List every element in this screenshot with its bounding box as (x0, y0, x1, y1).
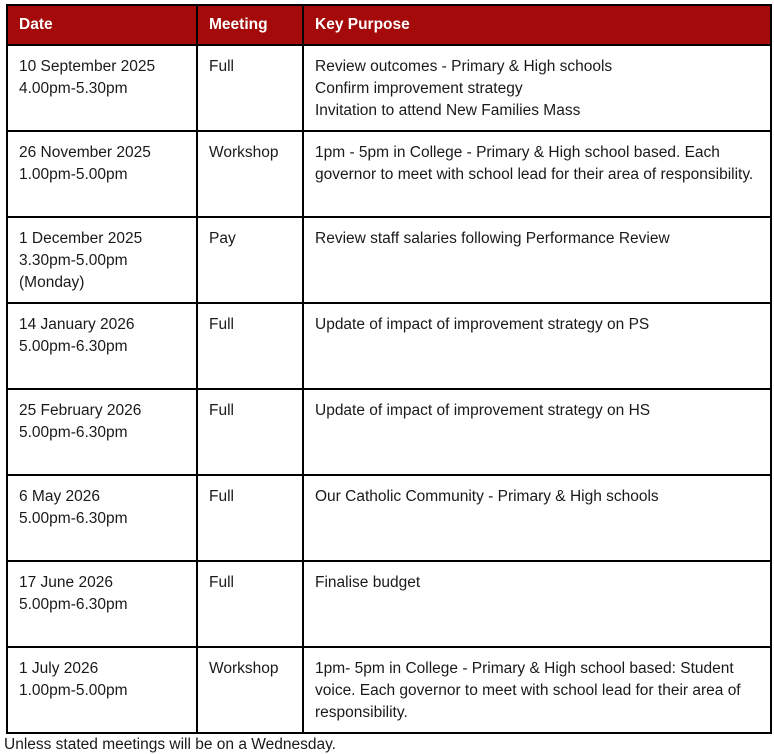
date-line: 1 December 2025 (19, 230, 143, 247)
date-line: 26 November 2025 (19, 144, 151, 161)
date-line: 14 January 2026 (19, 316, 135, 333)
purpose-line: Review outcomes - Primary & High schools (315, 58, 613, 75)
table-row: 17 June 2026 5.00pm-6.30pm Full Finalise … (6, 560, 772, 648)
purpose-cell: Finalise budget (302, 560, 772, 648)
purpose-line: Invitation to attend New Families Mass (315, 102, 581, 119)
meeting-cell: Full (196, 44, 304, 132)
date-line: 5.00pm-6.30pm (19, 424, 128, 441)
table-header-row: Date Meeting Key Purpose (6, 4, 772, 46)
date-cell: 17 June 2026 5.00pm-6.30pm (6, 560, 198, 648)
purpose-line: Update of impact of improvement strategy… (315, 316, 650, 333)
purpose-line: Update of impact of improvement strategy… (315, 402, 651, 419)
date-cell: 1 July 2026 1.00pm-5.00pm (6, 646, 198, 734)
header-meeting: Meeting (196, 4, 304, 46)
meeting-type: Pay (209, 230, 236, 247)
date-line: 25 February 2026 (19, 402, 142, 419)
table-row: 6 May 2026 5.00pm-6.30pm Full Our Catholi… (6, 474, 772, 562)
purpose-cell: Update of impact of improvement strategy… (302, 302, 772, 390)
date-line: 17 June 2026 (19, 574, 113, 591)
meeting-type: Full (209, 316, 234, 333)
meeting-cell: Workshop (196, 646, 304, 734)
footer-note: Unless stated meetings will be on a Wedn… (4, 736, 336, 753)
date-cell: 1 December 2025 3.30pm-5.00pm (Monday) (6, 216, 198, 304)
purpose-cell: 1pm - 5pm in College - Primary & High sc… (302, 130, 772, 218)
purpose-line: 1pm - 5pm in College - Primary & High sc… (315, 144, 754, 183)
meeting-type: Full (209, 402, 234, 419)
date-cell: 26 November 2025 1.00pm-5.00pm (6, 130, 198, 218)
date-cell: 10 September 2025 4.00pm-5.30pm (6, 44, 198, 132)
meeting-cell: Full (196, 560, 304, 648)
meeting-cell: Pay (196, 216, 304, 304)
purpose-cell: Review staff salaries following Performa… (302, 216, 772, 304)
date-line: 3.30pm-5.00pm (19, 252, 128, 269)
meeting-schedule-table: Date Meeting Key Purpose 10 September 20… (6, 4, 772, 734)
purpose-line: Review staff salaries following Performa… (315, 230, 670, 247)
date-line: (Monday) (19, 274, 85, 291)
purpose-line: Confirm improvement strategy (315, 80, 523, 97)
table-row: 25 February 2026 5.00pm-6.30pm Full Updat… (6, 388, 772, 476)
meeting-type: Workshop (209, 660, 279, 677)
date-line: 1 July 2026 (19, 660, 99, 677)
purpose-line: 1pm- 5pm in College - Primary & High sch… (315, 660, 741, 721)
meeting-type: Full (209, 488, 234, 505)
date-line: 4.00pm-5.30pm (19, 80, 128, 97)
date-line: 5.00pm-6.30pm (19, 596, 128, 613)
purpose-line: Finalise budget (315, 574, 421, 591)
meeting-type: Full (209, 574, 234, 591)
table-row: 1 December 2025 3.30pm-5.00pm (Monday) Pay… (6, 216, 772, 304)
header-date: Date (6, 4, 198, 46)
date-line: 5.00pm-6.30pm (19, 510, 128, 527)
meeting-cell: Workshop (196, 130, 304, 218)
purpose-cell: Review outcomes - Primary & High schools… (302, 44, 772, 132)
meeting-type: Full (209, 58, 234, 75)
date-cell: 6 May 2026 5.00pm-6.30pm (6, 474, 198, 562)
date-line: 5.00pm-6.30pm (19, 338, 128, 355)
meeting-type: Workshop (209, 144, 279, 161)
meeting-cell: Full (196, 388, 304, 476)
table-row: 10 September 2025 4.00pm-5.30pm Full Revi… (6, 44, 772, 132)
purpose-line: Our Catholic Community - Primary & High … (315, 488, 659, 505)
table-row: 1 July 2026 1.00pm-5.00pm Workshop 1pm- 5… (6, 646, 772, 734)
purpose-cell: Our Catholic Community - Primary & High … (302, 474, 772, 562)
table-row: 14 January 2026 5.00pm-6.30pm Full Update… (6, 302, 772, 390)
date-cell: 25 February 2026 5.00pm-6.30pm (6, 388, 198, 476)
date-line: 1.00pm-5.00pm (19, 682, 128, 699)
purpose-cell: Update of impact of improvement strategy… (302, 388, 772, 476)
date-cell: 14 January 2026 5.00pm-6.30pm (6, 302, 198, 390)
meeting-cell: Full (196, 302, 304, 390)
date-line: 10 September 2025 (19, 58, 156, 75)
date-line: 6 May 2026 (19, 488, 100, 505)
purpose-cell: 1pm- 5pm in College - Primary & High sch… (302, 646, 772, 734)
meeting-cell: Full (196, 474, 304, 562)
header-key-purpose: Key Purpose (302, 4, 772, 46)
date-line: 1.00pm-5.00pm (19, 166, 128, 183)
table-row: 26 November 2025 1.00pm-5.00pm Workshop 1… (6, 130, 772, 218)
